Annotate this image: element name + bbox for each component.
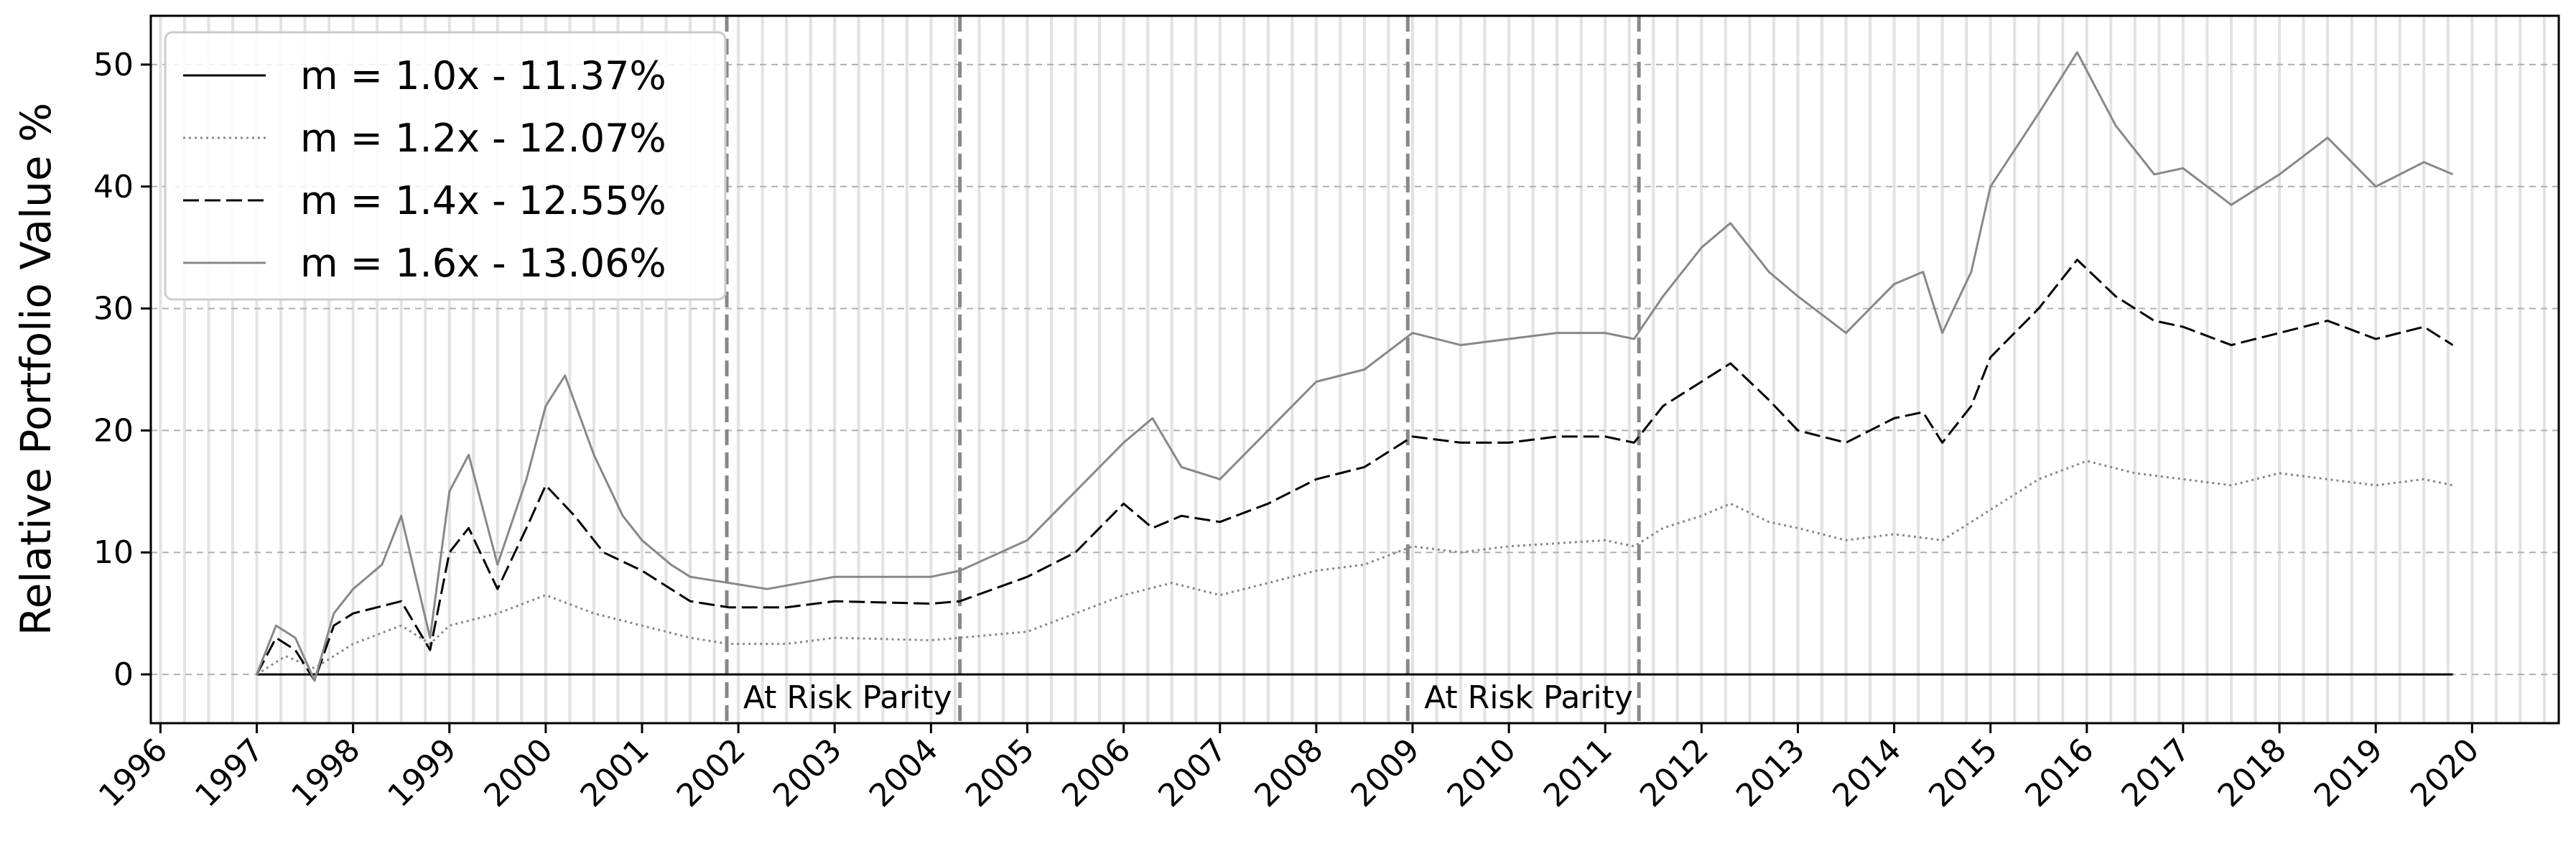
series-line-1 — [256, 460, 2453, 676]
y-tick-label: 20 — [93, 412, 134, 449]
x-tick-label: 2013 — [1729, 732, 1812, 814]
y-tick-label: 10 — [93, 534, 134, 571]
series-line-3 — [256, 51, 2454, 682]
x-tick-label: 2014 — [1826, 732, 1908, 814]
legend-entry-label: m = 1.2x - 12.07% — [300, 116, 666, 161]
x-tick-label: 2000 — [477, 732, 559, 814]
x-tick-label: 1999 — [381, 732, 463, 814]
x-tick-label: 2010 — [1441, 732, 1523, 814]
series-line-2 — [256, 259, 2454, 682]
y-axis-label: Relative Portfolio Value % — [11, 103, 60, 636]
series-lines — [256, 51, 2454, 682]
y-tick-label: 0 — [113, 656, 134, 693]
x-tick-label: 2017 — [2114, 732, 2197, 814]
x-tick-label: 2002 — [670, 732, 753, 814]
x-tick-label: 2006 — [1055, 732, 1138, 814]
plot-frame — [149, 14, 2560, 725]
x-tick-label: 2015 — [1922, 732, 2004, 814]
y-tick-label: 50 — [93, 47, 134, 83]
legend: m = 1.0x - 11.37% m = 1.2x - 12.07% m = 1.… — [164, 31, 727, 301]
x-tick-label: 2001 — [574, 732, 656, 814]
legend-entry-label: m = 1.6x - 13.06% — [300, 241, 666, 286]
x-tick-label: 2009 — [1344, 732, 1427, 814]
annotation-label: At Risk Parity — [1424, 679, 1633, 716]
x-tick-label: 2005 — [959, 732, 1041, 814]
x-ticks: 1996 1997 1998 1999 2000 2001 2002 2003 2004 2005… — [92, 723, 2486, 814]
legend-entry-label: m = 1.0x - 11.37% — [300, 53, 666, 98]
x-tick-label: 2019 — [2307, 732, 2390, 814]
y-tick-label: 30 — [93, 291, 134, 327]
x-tick-label: 2018 — [2211, 732, 2294, 814]
x-tick-label: 2011 — [1537, 732, 1619, 814]
x-tick-label: 1997 — [188, 732, 271, 814]
regime-lines — [725, 16, 1641, 723]
x-tick-label: 2007 — [1151, 732, 1234, 814]
x-tick-label: 2004 — [862, 732, 945, 814]
x-tick-label: 1996 — [92, 732, 175, 814]
annotations: At Risk Parity At Risk Parity — [743, 679, 1633, 716]
x-tick-label: 1998 — [284, 732, 367, 814]
legend-box — [164, 31, 727, 301]
y-ticks: 0 10 20 30 40 50 — [93, 47, 151, 693]
x-tick-label: 2003 — [766, 732, 849, 814]
x-tick-label: 2016 — [2018, 732, 2101, 814]
x-tick-label: 2020 — [2404, 732, 2486, 814]
annotation-label: At Risk Parity — [743, 679, 952, 716]
x-tick-label: 2008 — [1247, 732, 1330, 814]
x-tick-label: 2012 — [1633, 732, 1716, 814]
legend-entry-label: m = 1.4x - 12.55% — [300, 178, 666, 223]
y-tick-label: 40 — [93, 169, 134, 205]
